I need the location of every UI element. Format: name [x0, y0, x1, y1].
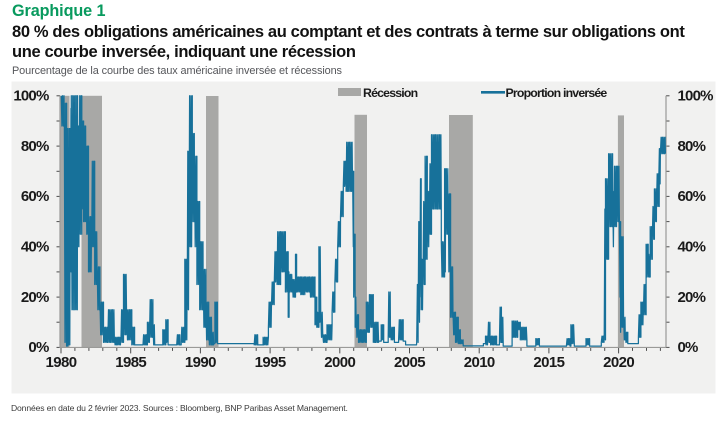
svg-text:60%: 60% [678, 188, 706, 205]
svg-text:1985: 1985 [115, 354, 146, 371]
svg-text:Proportion inversée: Proportion inversée [506, 86, 608, 100]
svg-text:2000: 2000 [324, 354, 355, 371]
svg-text:0%: 0% [28, 339, 49, 356]
svg-text:2010: 2010 [464, 354, 495, 371]
svg-text:80%: 80% [21, 138, 49, 155]
svg-text:2005: 2005 [394, 354, 425, 371]
svg-text:1990: 1990 [185, 354, 216, 371]
svg-text:20%: 20% [21, 289, 49, 306]
svg-text:Récession: Récession [363, 86, 418, 100]
svg-text:20%: 20% [678, 289, 706, 306]
svg-text:0%: 0% [678, 339, 699, 356]
svg-text:2015: 2015 [533, 354, 564, 371]
svg-text:80%: 80% [678, 138, 706, 155]
svg-text:2020: 2020 [603, 354, 634, 371]
svg-text:100%: 100% [13, 88, 49, 105]
svg-text:40%: 40% [21, 239, 49, 256]
svg-text:60%: 60% [21, 188, 49, 205]
svg-text:1980: 1980 [46, 354, 77, 371]
svg-text:40%: 40% [678, 239, 706, 256]
svg-text:1995: 1995 [255, 354, 286, 371]
svg-text:100%: 100% [678, 88, 714, 105]
